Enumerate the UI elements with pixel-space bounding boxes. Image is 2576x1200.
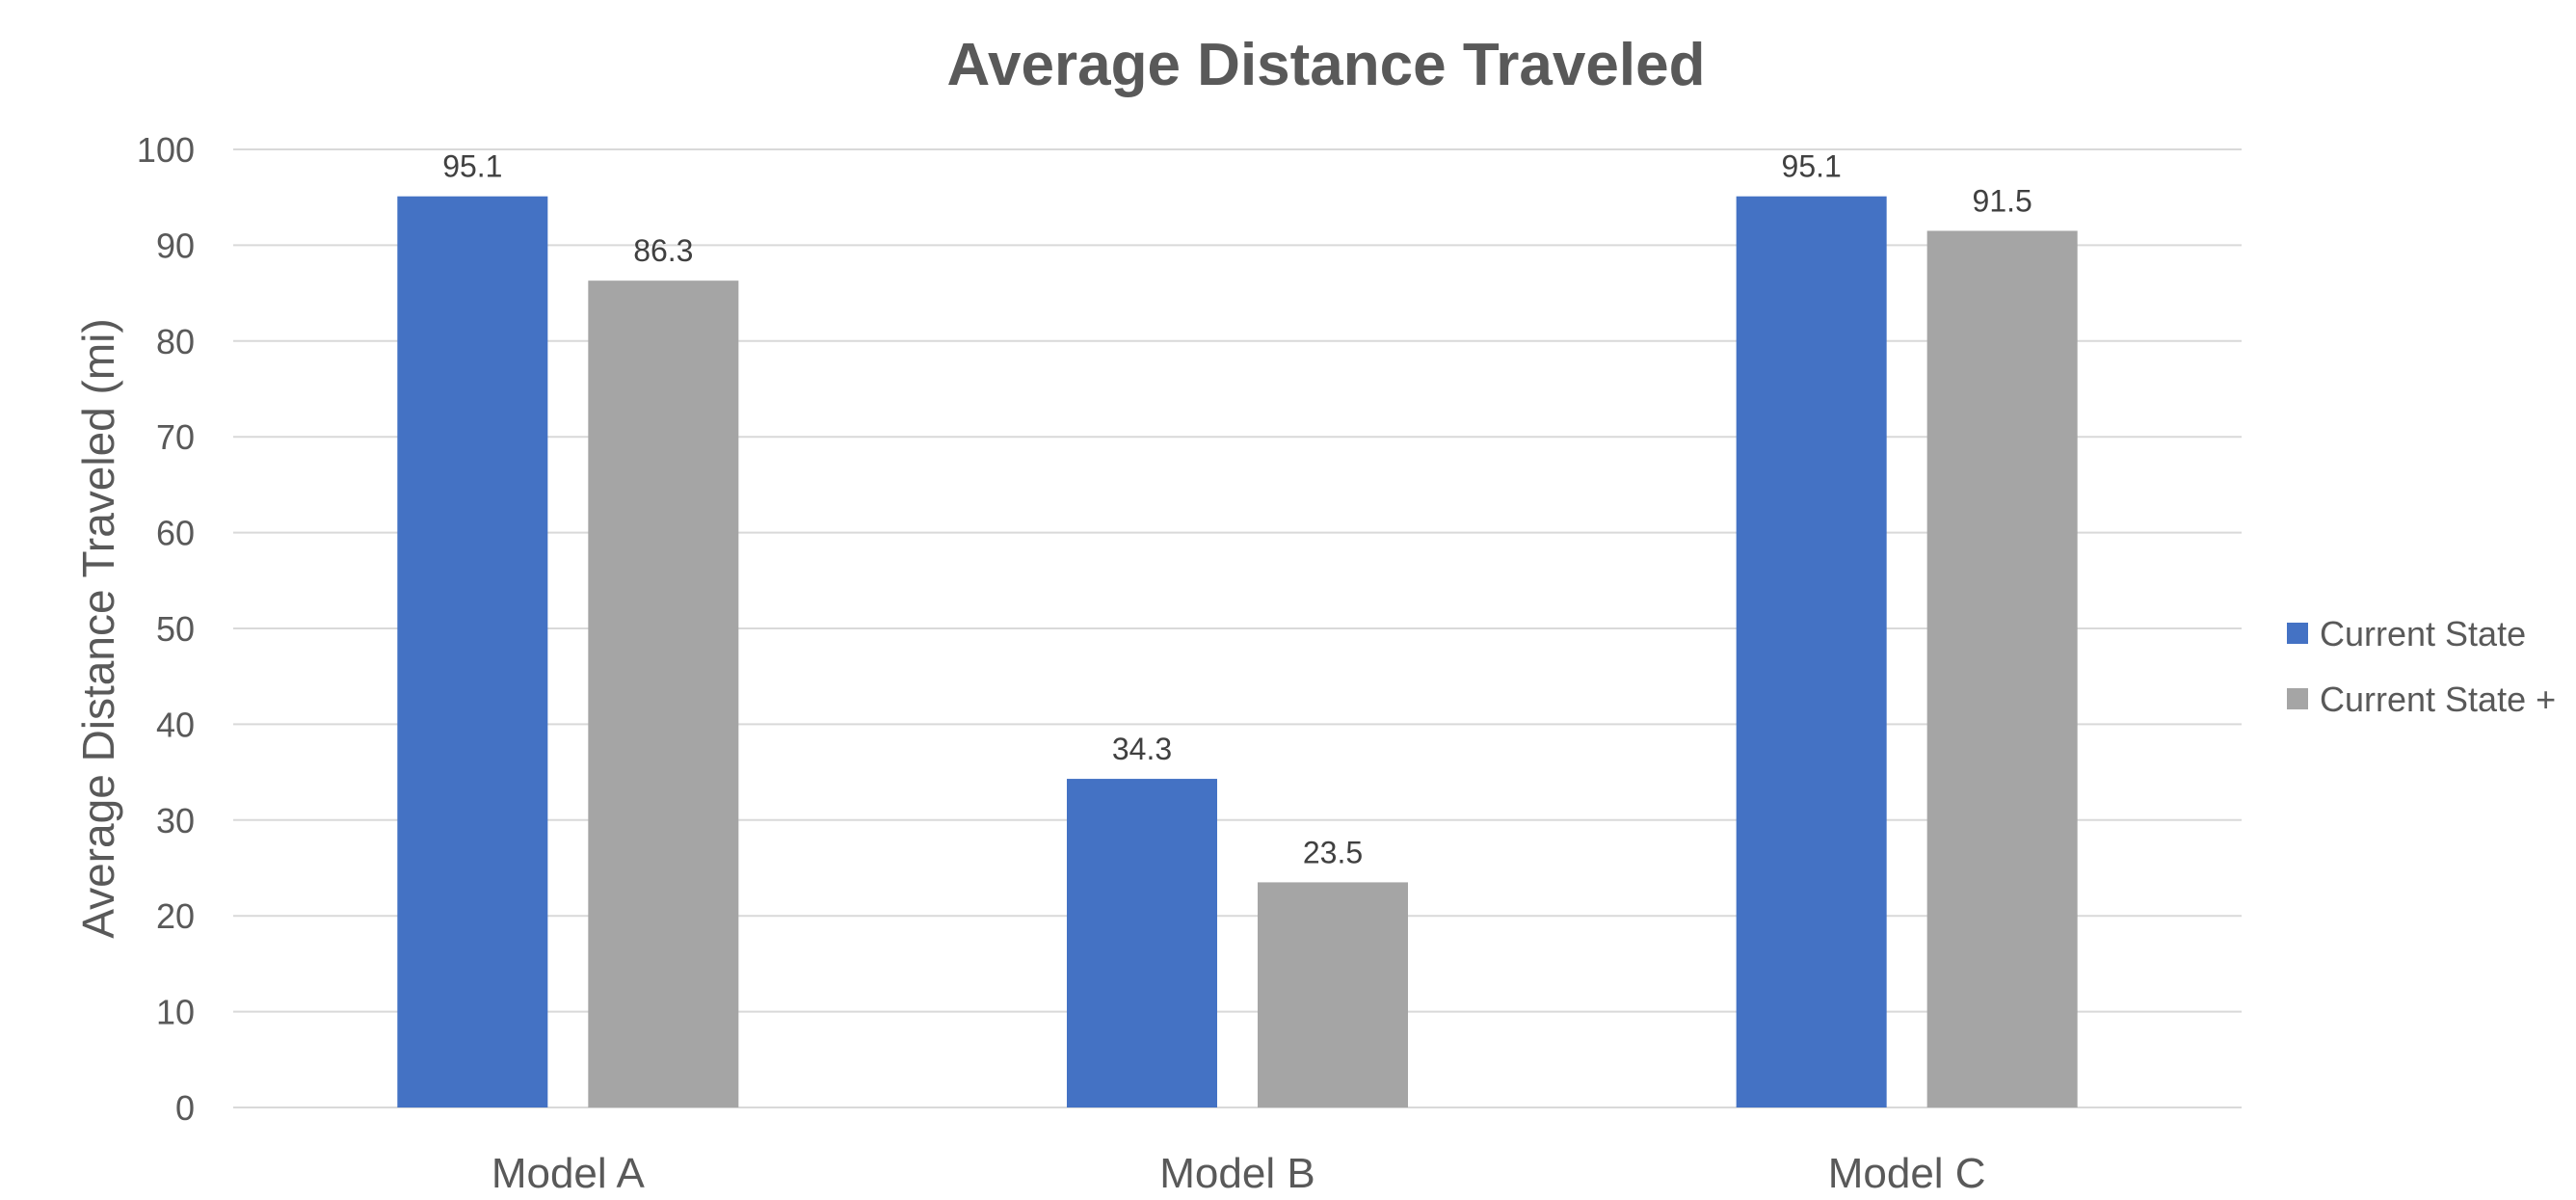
bar-model-c-series-1: [1736, 196, 1887, 1107]
data-label: 34.3: [1112, 732, 1172, 766]
gridlines: [233, 148, 2242, 1108]
chart-title: Average Distance Traveled: [947, 32, 1706, 98]
y-tick-label: 30: [156, 801, 195, 840]
y-tick-label: 70: [156, 417, 195, 457]
data-label: 86.3: [633, 233, 693, 268]
y-tick-label: 0: [175, 1088, 195, 1128]
y-tick-label: 40: [156, 705, 195, 744]
y-tick-label: 10: [156, 993, 195, 1032]
legend-label: Current State +: [2320, 680, 2556, 719]
bar-model-a-series-1: [397, 196, 548, 1107]
x-axis-categories: Model A Model B Model C: [491, 1150, 1986, 1197]
y-axis-ticks: 0 10 20 30 40 50 60 70 80 90 100: [137, 130, 195, 1128]
data-labels: 95.1 86.3 34.3 23.5 95.1 91.5: [442, 149, 2032, 870]
x-category-label: Model C: [1828, 1150, 1986, 1197]
y-tick-label: 50: [156, 609, 195, 649]
y-tick-label: 20: [156, 896, 195, 936]
bar-model-b-series-1: [1067, 779, 1217, 1107]
bar-model-a-series-2: [588, 280, 739, 1108]
bar-model-c-series-2: [1926, 230, 2078, 1108]
x-category-label: Model A: [491, 1150, 646, 1197]
x-category-label: Model B: [1159, 1150, 1315, 1197]
y-tick-label: 90: [156, 226, 195, 265]
y-tick-label: 100: [137, 130, 195, 170]
legend-swatch: [2287, 623, 2308, 644]
legend-swatch: [2287, 688, 2308, 709]
data-label: 23.5: [1303, 835, 1363, 869]
data-label: 95.1: [442, 149, 502, 184]
y-tick-label: 80: [156, 322, 195, 361]
data-label: 91.5: [1973, 183, 2032, 218]
legend-label: Current State: [2320, 614, 2526, 653]
legend: Current State Current State +: [2287, 614, 2556, 719]
y-tick-label: 60: [156, 514, 195, 553]
bars: [397, 196, 2078, 1108]
bar-model-b-series-2: [1258, 882, 1408, 1107]
y-axis-title: Average Distance Traveled (mi): [73, 318, 123, 938]
data-label: 95.1: [1782, 149, 1842, 184]
